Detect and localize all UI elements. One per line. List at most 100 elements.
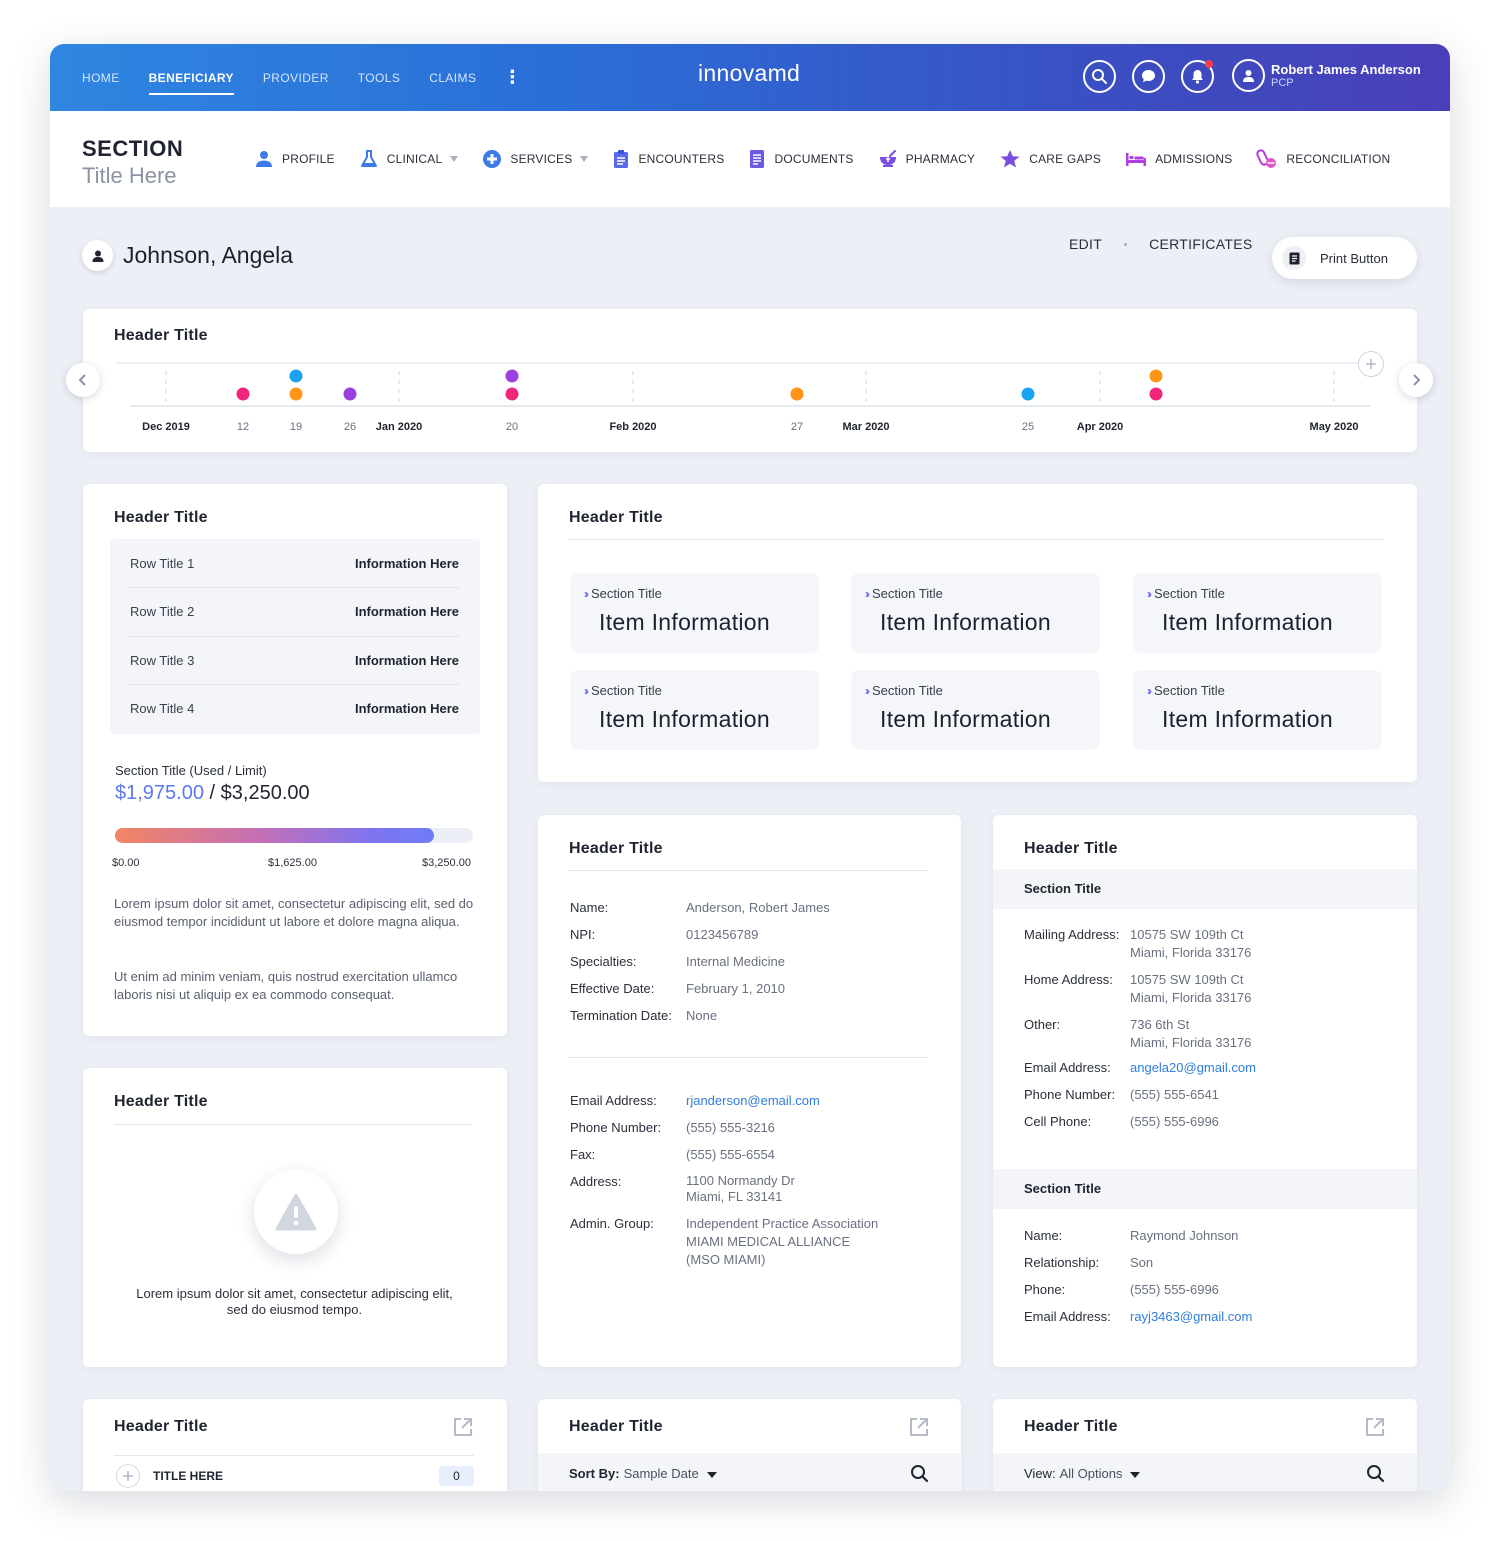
field-value: 0123456789 [686, 927, 759, 942]
subnav-services[interactable]: SERVICES [482, 149, 589, 169]
list-item[interactable]: TITLE HERE 0 [114, 1464, 476, 1488]
external-link-icon[interactable] [908, 1416, 930, 1438]
timeline-event-dot[interactable] [289, 369, 303, 383]
field-value: February 1, 2010 [686, 981, 786, 996]
bottom-card-title: Header Title [1024, 1418, 1118, 1435]
table-row: Row Title 1 Information Here [130, 539, 459, 587]
field-value: 10575 SW 109th Ct [1130, 927, 1244, 942]
item-tile[interactable]: ›› Section Title Item Information [570, 573, 819, 653]
timeline-event-dot[interactable] [1149, 369, 1163, 383]
timeline-event-dot[interactable] [289, 387, 303, 401]
timeline-event-dot[interactable] [1149, 387, 1163, 401]
nav-provider[interactable]: PROVIDER [262, 70, 329, 85]
subnav-encounters[interactable]: ENCOUNTERS [612, 149, 724, 169]
field-value: Independent Practice Association [686, 1216, 879, 1231]
nav-home[interactable]: HOME [82, 70, 120, 85]
row-divider [130, 684, 459, 685]
bottom-card-2: Header Title Sort By: Sample Date [538, 1399, 962, 1491]
external-link-icon[interactable] [1364, 1416, 1386, 1438]
timeline-event-dot[interactable] [236, 387, 250, 401]
field-value: Raymond Johnson [1130, 1228, 1239, 1243]
timeline-event-dot[interactable] [505, 369, 519, 383]
profile-icon [256, 151, 272, 167]
item-tile[interactable]: ›› Section Title Item Information [570, 670, 819, 750]
subnav-profile[interactable]: PROFILE [254, 149, 335, 169]
subnav-care-gaps[interactable]: CARE GAPS [999, 149, 1101, 169]
sort-toolbar: Sort By: Sample Date [538, 1453, 962, 1491]
subnav-services-label: SERVICES [510, 152, 573, 166]
row-value: Information Here [354, 603, 459, 619]
bottom-card-title: Header Title [114, 1418, 208, 1435]
timeline-event-dot[interactable] [1021, 387, 1035, 401]
nav-tools[interactable]: TOOLS [357, 70, 401, 85]
field-label: NPI: [570, 927, 596, 942]
double-chevron-right-icon: ›› [865, 683, 870, 698]
item-tile[interactable]: ›› Section Title Item Information [851, 670, 1100, 750]
view-label: View: [1024, 1466, 1056, 1481]
row-divider [130, 587, 459, 588]
usage-used: $1,975.00 [115, 782, 204, 804]
email-link[interactable]: rayj3463@gmail.com [1130, 1309, 1253, 1324]
search-button[interactable] [1083, 60, 1116, 93]
section-title-line2: Title Here [82, 163, 177, 188]
empty-card-title: Header Title [114, 1093, 208, 1110]
timeline-event-dot[interactable] [790, 387, 804, 401]
field-label: Email Address: [1024, 1309, 1111, 1324]
edit-link[interactable]: EDIT [1069, 236, 1103, 252]
subnav-documents[interactable]: DOCUMENTS [748, 149, 853, 169]
user-menu[interactable]: Robert James Anderson PCP [1232, 59, 1421, 92]
info-card: Header Title Row Title 1 Information Her… [83, 484, 507, 1036]
print-button[interactable]: Print Button [1272, 237, 1417, 279]
more-menu-icon[interactable]: ⋮ [503, 67, 522, 87]
messages-button[interactable] [1132, 60, 1165, 93]
plus-icon [123, 1471, 133, 1481]
patient-avatar [82, 240, 113, 271]
nav-claims[interactable]: CLAIMS [429, 70, 477, 85]
nav-beneficiary[interactable]: BENEFICIARY [148, 65, 235, 95]
notifications-button[interactable] [1181, 60, 1214, 93]
timeline-label: 20 [506, 421, 518, 433]
row-value: Information Here [354, 700, 459, 716]
timeline-add-button[interactable] [1358, 351, 1384, 377]
email-link[interactable]: rjanderson@email.com [686, 1093, 820, 1108]
sort-dropdown[interactable]: Sort By: Sample Date [569, 1466, 717, 1481]
app-window: HOME BENEFICIARY PROVIDER TOOLS CLAIMS ⋮… [50, 44, 1450, 1491]
certificates-link[interactable]: CERTIFICATES [1149, 236, 1253, 252]
timeline-event-dot[interactable] [343, 387, 357, 401]
field-value: (555) 555-6996 [1130, 1282, 1219, 1297]
bed-icon [1126, 153, 1147, 166]
email-link[interactable]: angela20@gmail.com [1130, 1060, 1256, 1075]
timeline-prev-button[interactable] [66, 363, 100, 397]
timeline-event-dot[interactable] [505, 387, 519, 401]
sort-label: Sort By: [569, 1466, 620, 1481]
info-paragraph-2: Ut enim ad minim veniam, quis nostrud ex… [114, 969, 458, 1002]
section-title: SECTION Title Here [82, 136, 183, 189]
app-logo[interactable]: innovamd [698, 60, 801, 86]
item-tile[interactable]: ›› Section Title Item Information [1133, 670, 1382, 750]
item-tile[interactable]: ›› Section Title Item Information [1133, 573, 1382, 653]
subnav-reconciliation[interactable]: RECONCILIATION [1256, 149, 1390, 169]
subnav-pharmacy-label: PHARMACY [905, 152, 976, 166]
field-label: Email Address: [570, 1093, 657, 1108]
subnav-pharmacy[interactable]: PHARMACY [878, 149, 976, 169]
chevron-right-icon [1413, 374, 1421, 386]
patient-name: Johnson, Angela [123, 242, 294, 268]
tile-section-title: Section Title [872, 586, 943, 601]
search-icon[interactable] [910, 1464, 929, 1483]
double-chevron-right-icon: ›› [584, 586, 589, 601]
subnav-admissions[interactable]: ADMISSIONS [1125, 149, 1232, 169]
external-link-icon[interactable] [452, 1416, 474, 1438]
view-dropdown[interactable]: View: All Options [1024, 1466, 1141, 1481]
field-value: 1100 Normandy Dr [686, 1173, 795, 1188]
field-value: (555) 555-6996 [1130, 1114, 1219, 1129]
search-icon[interactable] [1366, 1464, 1385, 1483]
field-label: Name: [1024, 1228, 1063, 1243]
item-tile[interactable]: ›› Section Title Item Information [851, 573, 1100, 653]
subnav-encounters-label: ENCOUNTERS [638, 152, 725, 166]
add-item-button[interactable] [116, 1464, 140, 1488]
subnav-clinical[interactable]: CLINICAL [359, 149, 459, 169]
double-chevron-right-icon: ›› [584, 683, 589, 698]
info-rows: Row Title 1 Information Here Row Title 2… [110, 539, 480, 734]
timeline-next-button[interactable] [1399, 363, 1433, 397]
bar-tick-mid: $1,625.00 [268, 857, 317, 869]
